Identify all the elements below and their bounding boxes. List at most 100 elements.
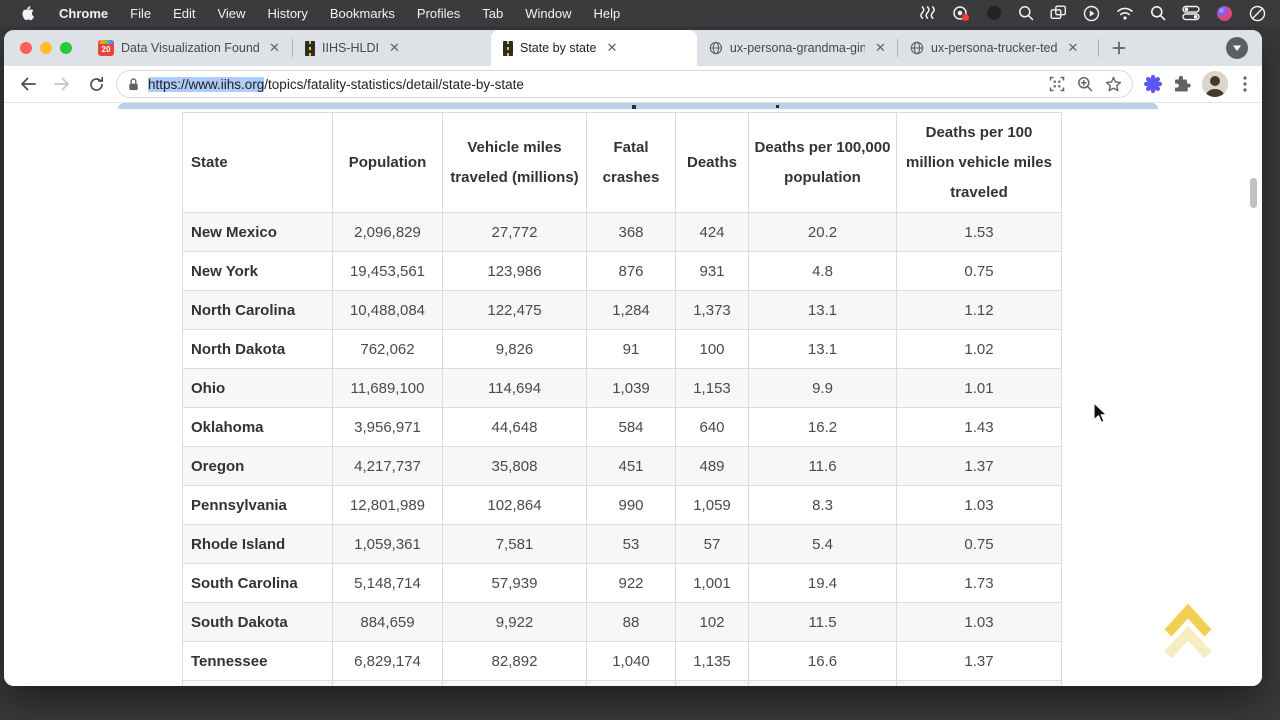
close-icon[interactable]: ✕: [389, 40, 400, 55]
url-path-text: /topics/fatality-statistics/detail/state…: [264, 76, 524, 92]
menu-item-edit[interactable]: Edit: [173, 5, 196, 21]
spotlight-search-icon[interactable]: [1150, 5, 1166, 21]
bookmark-star-icon[interactable]: [1105, 76, 1122, 92]
value-cell: 5,148,714: [332, 563, 443, 603]
value-cell: 7,581: [442, 524, 587, 564]
minimize-window-button[interactable]: [40, 42, 52, 54]
close-icon[interactable]: ✕: [269, 40, 280, 55]
forward-button[interactable]: [48, 70, 76, 98]
new-tab-button[interactable]: [1105, 34, 1133, 62]
value-cell: 1,039: [586, 368, 676, 408]
waveform-icon[interactable]: [920, 5, 936, 22]
column-header-population: Population: [332, 112, 443, 213]
road-icon: [305, 40, 315, 56]
browser-window: 20 Data Visualization Founda ✕ IIHS-HLDI…: [4, 30, 1262, 686]
menu-item-profiles[interactable]: Profiles: [416, 5, 461, 21]
vertical-scrollbar-thumb[interactable]: [1250, 178, 1257, 208]
table-body: New Mexico 2,096,829 27,772 368 424 20.2 1.53 N…: [182, 212, 1062, 686]
tab-state-by-state[interactable]: State by state ✕: [491, 30, 697, 66]
screen-record-badge-icon[interactable]: [952, 5, 970, 22]
globe-icon: [709, 41, 723, 55]
value-cell: 6,829,174: [332, 641, 443, 681]
tab-search-button[interactable]: [1226, 37, 1248, 59]
tab-label: State by state: [520, 41, 597, 55]
tab-label: Data Visualization Founda: [121, 41, 259, 55]
control-center-icon[interactable]: [1182, 5, 1200, 21]
back-to-top-button[interactable]: [1160, 599, 1216, 663]
menu-item-file[interactable]: File: [130, 5, 152, 21]
zoom-window-button[interactable]: [60, 42, 72, 54]
close-icon[interactable]: ✕: [875, 40, 886, 55]
value-cell: [896, 680, 1062, 686]
value-cell: 1,040: [586, 641, 676, 681]
kebab-menu-icon[interactable]: [1238, 75, 1252, 93]
play-circle-icon[interactable]: [1083, 5, 1100, 22]
value-cell: 4.8: [748, 251, 897, 291]
url-selected-text: https://www.iihs.org: [148, 76, 265, 92]
wifi-icon[interactable]: [1116, 6, 1134, 21]
table-row: Oklahoma 3,956,971 44,648 584 640 16.2 1.43: [182, 407, 1062, 447]
menu-item-window[interactable]: Window: [525, 5, 572, 21]
apple-menu-icon[interactable]: [20, 5, 34, 21]
address-bar[interactable]: https://www.iihs.org/topics/fatality-sta…: [116, 70, 1133, 98]
menu-item-history[interactable]: History: [267, 5, 308, 21]
value-cell: 16.6: [748, 641, 897, 681]
menu-item-tab[interactable]: Tab: [482, 5, 504, 21]
value-cell: 9,826: [442, 329, 587, 369]
value-cell: 0.75: [896, 251, 1062, 291]
value-cell: 82,892: [442, 641, 587, 681]
screenshot-frame-icon[interactable]: [1049, 76, 1065, 92]
value-cell: 424: [675, 212, 749, 252]
value-cell: 876: [586, 251, 676, 291]
value-cell: 123,986: [442, 251, 587, 291]
lock-icon: [129, 77, 138, 90]
value-cell: 762,062: [332, 329, 443, 369]
tab-data-visualization[interactable]: 20 Data Visualization Founda ✕: [86, 30, 292, 66]
value-cell: 4,217,737: [332, 446, 443, 486]
column-header-deaths-per-100m-vmt: Deaths per 100 million vehicle miles tra…: [896, 112, 1062, 213]
value-cell: 12,801,989: [332, 485, 443, 525]
tab-iihs-hldi[interactable]: IIHS-HLDI ✕: [293, 30, 491, 66]
value-cell: 1,059,361: [332, 524, 443, 564]
windows-stack-icon[interactable]: [1050, 5, 1067, 21]
menu-item-chrome[interactable]: Chrome: [59, 5, 109, 21]
url-text: https://www.iihs.org/topics/fatality-sta…: [148, 76, 1041, 92]
road-icon: [503, 40, 513, 56]
value-cell: 1.43: [896, 407, 1062, 447]
close-icon[interactable]: ✕: [1067, 40, 1079, 55]
value-cell: 57: [675, 524, 749, 564]
value-cell: [675, 680, 749, 686]
do-not-disturb-icon[interactable]: [1249, 5, 1266, 22]
value-cell: 13.1: [748, 329, 897, 369]
page-content: State Population Vehicle miles traveled …: [4, 103, 1262, 686]
tab-label: ux-persona-trucker-ted: [931, 41, 1058, 55]
value-cell: 114,694: [442, 368, 587, 408]
value-cell: 53: [586, 524, 676, 564]
zoom-in-icon[interactable]: [1077, 76, 1093, 92]
value-cell: 884,659: [332, 602, 443, 642]
zoom-loupe-icon[interactable]: [1018, 5, 1034, 21]
tab-label: ux-persona-grandma-gin: [729, 41, 865, 55]
menu-item-view[interactable]: View: [217, 5, 246, 21]
table-header-row: State Population Vehicle miles traveled …: [182, 112, 1062, 213]
value-cell: 1,001: [675, 563, 749, 603]
value-cell: 584: [586, 407, 676, 447]
extensions-puzzle-icon[interactable]: [1173, 75, 1192, 94]
state-cell: Oregon: [182, 446, 333, 486]
tab-ux-persona-trucker-ted[interactable]: ux-persona-trucker-ted ✕: [898, 30, 1098, 66]
window-controls: [4, 42, 86, 54]
menu-item-help[interactable]: Help: [593, 5, 621, 21]
value-cell: 1,284: [586, 290, 676, 330]
assistant-swirl-icon[interactable]: [1216, 5, 1233, 22]
close-icon[interactable]: ✕: [606, 40, 618, 55]
reload-button[interactable]: [82, 70, 110, 98]
value-cell: 57,939: [442, 563, 587, 603]
tab-ux-persona-grandma-gin[interactable]: ux-persona-grandma-gin ✕: [697, 30, 897, 66]
back-button[interactable]: [14, 70, 42, 98]
dark-dot-icon[interactable]: [986, 5, 1002, 21]
extension-starburst-icon[interactable]: [1143, 74, 1163, 94]
menu-item-bookmarks[interactable]: Bookmarks: [329, 5, 395, 21]
value-cell: 13.1: [748, 290, 897, 330]
profile-avatar[interactable]: [1202, 71, 1228, 97]
close-window-button[interactable]: [20, 42, 32, 54]
